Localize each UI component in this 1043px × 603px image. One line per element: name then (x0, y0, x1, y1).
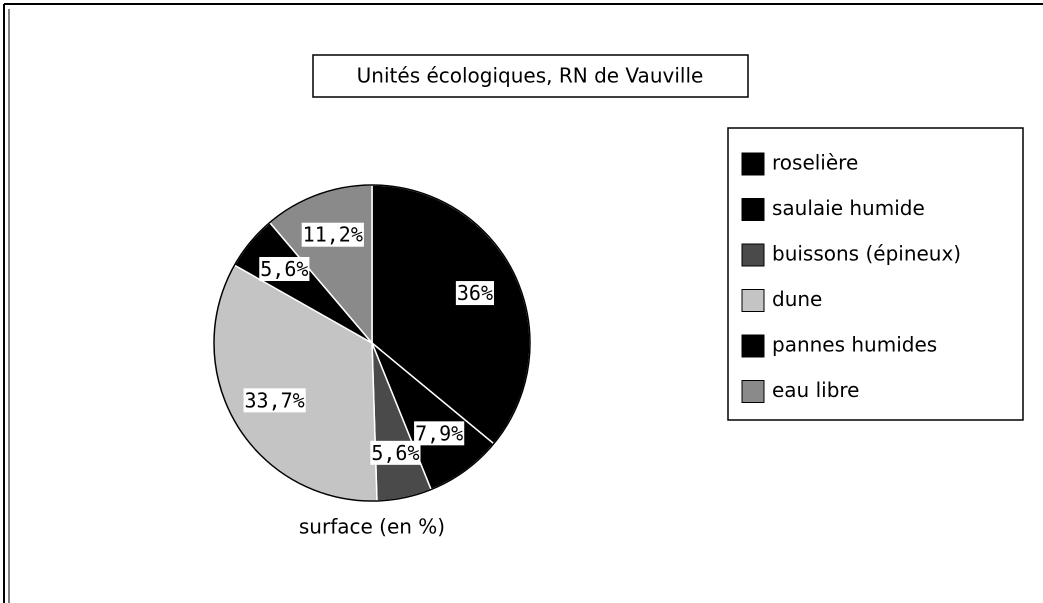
legend-label: buissons (épineux) (772, 242, 961, 266)
legend-label: roselière (772, 151, 858, 175)
legend-swatch (741, 198, 765, 221)
value-label-bg (301, 222, 364, 247)
chart-title: Unités écologiques, RN de Vauville (357, 64, 704, 88)
value-label-bg (370, 440, 421, 465)
value-label-bg (243, 388, 306, 413)
title-box (312, 54, 749, 98)
legend-label: dune (772, 287, 822, 311)
legend-label: eau libre (772, 378, 860, 402)
value-label: 5,6% (371, 441, 419, 465)
value-label: 11,2% (303, 223, 363, 247)
value-label: 5,6% (260, 257, 308, 281)
legend-swatch (741, 289, 765, 312)
legend-label: pannes humides (772, 333, 937, 357)
legend-label: saulaie humide (772, 196, 925, 220)
value-label-bg (414, 421, 465, 446)
value-label-bg (455, 281, 494, 306)
value-label: 36% (457, 281, 493, 305)
x-axis-label: surface (en %) (299, 515, 445, 539)
legend-swatch (741, 243, 765, 267)
value-label: 7,9% (415, 421, 463, 445)
legend-box (727, 127, 1024, 421)
value-label: 33,7% (245, 388, 305, 412)
pie-outline (213, 184, 531, 502)
value-label-bg (259, 256, 310, 281)
legend-swatch (741, 334, 765, 358)
legend-swatch (741, 152, 765, 176)
legend-swatch (741, 380, 765, 403)
